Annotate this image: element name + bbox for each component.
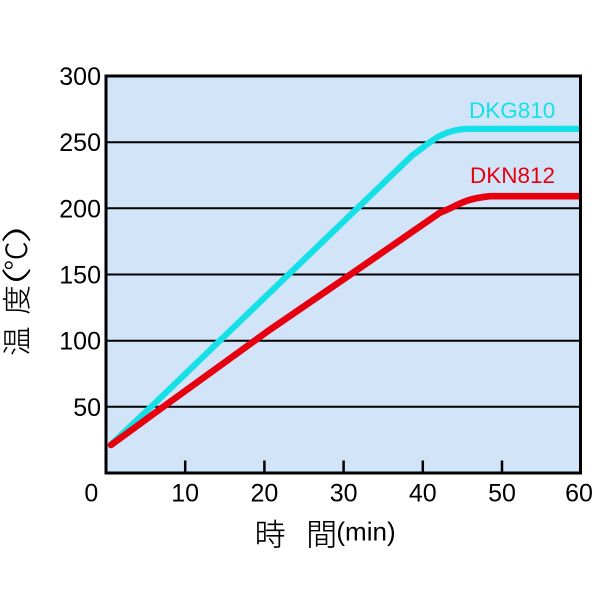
svg-text:10: 10 xyxy=(171,480,199,508)
svg-text:20: 20 xyxy=(250,480,278,508)
svg-text:250: 250 xyxy=(59,129,101,157)
svg-text:50: 50 xyxy=(73,394,101,422)
svg-text:150: 150 xyxy=(59,262,101,290)
svg-text:60: 60 xyxy=(565,480,593,508)
svg-text:40: 40 xyxy=(409,480,437,508)
svg-text:200: 200 xyxy=(59,195,101,223)
svg-text:100: 100 xyxy=(59,328,101,356)
svg-text:DKN812: DKN812 xyxy=(470,163,555,188)
svg-text:30: 30 xyxy=(330,480,358,508)
svg-text:0: 0 xyxy=(84,480,98,508)
svg-text:(min): (min) xyxy=(336,516,395,546)
svg-text:50: 50 xyxy=(488,480,516,508)
svg-text:300: 300 xyxy=(59,63,101,91)
svg-text:DKG810: DKG810 xyxy=(469,98,555,123)
